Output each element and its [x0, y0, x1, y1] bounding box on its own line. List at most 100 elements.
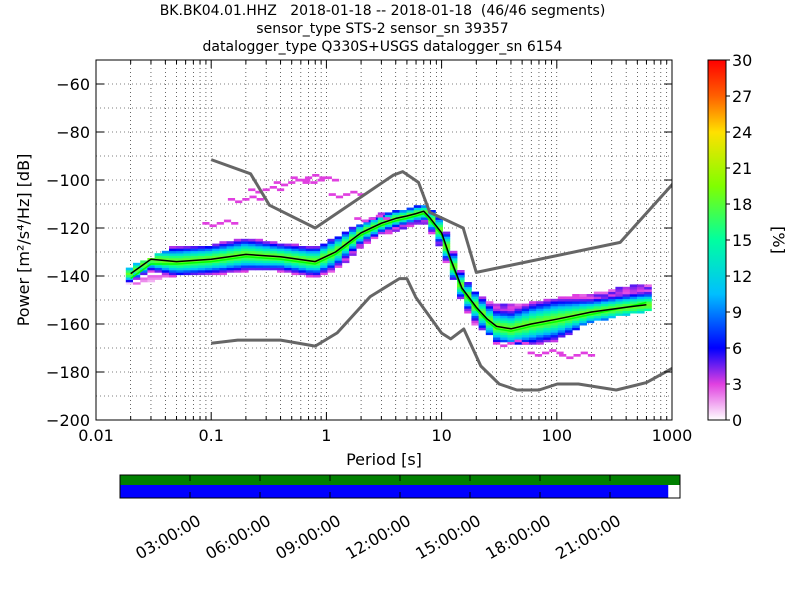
histogram-cell: [269, 253, 278, 256]
histogram-cell: [169, 274, 177, 278]
histogram-cell: [320, 262, 328, 266]
histogram-cell: [370, 234, 379, 237]
histogram-cell: [579, 296, 588, 300]
histogram-cell: [601, 291, 609, 295]
histogram-cell: [586, 294, 595, 297]
histogram-cell: [579, 322, 588, 326]
histogram-cell: [543, 318, 552, 321]
outlier-cell: [276, 188, 285, 192]
histogram-cell: [154, 253, 163, 256]
outlier-cell: [310, 181, 318, 184]
histogram-cell: [255, 255, 264, 259]
histogram-cell: [457, 294, 465, 297]
histogram-cell: [485, 318, 494, 321]
outlier-cell: [248, 188, 256, 192]
histogram-cell: [226, 246, 235, 249]
outlier-cell: [209, 224, 217, 228]
histogram-cell: [133, 262, 141, 266]
histogram-cell: [241, 238, 249, 242]
histogram-cell: [269, 265, 278, 268]
histogram-cell: [428, 229, 436, 232]
histogram-cell: [550, 332, 559, 336]
histogram-cell: [601, 294, 609, 297]
histogram-cell: [464, 298, 472, 302]
histogram-cell: [529, 315, 537, 319]
histogram-cell: [536, 310, 544, 314]
histogram-cell: [140, 279, 148, 283]
histogram-cell: [543, 310, 552, 314]
histogram-cell: [183, 258, 192, 261]
histogram-cell: [305, 267, 314, 271]
histogram-cell: [557, 322, 566, 326]
histogram-cell: [226, 262, 235, 266]
outlier-cell: [216, 222, 224, 225]
histogram-cell: [284, 253, 292, 256]
histogram-cell: [161, 272, 170, 276]
histogram-cell: [327, 238, 336, 242]
histogram-cell: [233, 255, 242, 259]
histogram-cell: [629, 308, 638, 312]
outlier-cell: [273, 181, 281, 184]
histogram-cell: [169, 250, 177, 254]
outlier-cell: [573, 354, 581, 357]
histogram-cell: [140, 260, 148, 264]
histogram-cell: [550, 308, 559, 312]
histogram-cell: [543, 339, 552, 343]
histogram-cell: [284, 258, 292, 261]
histogram-cell: [169, 258, 177, 261]
histogram-cell: [464, 301, 472, 304]
histogram-cell: [586, 298, 595, 302]
histogram-cell: [392, 229, 400, 232]
histogram-cell: [529, 327, 537, 331]
histogram-cell: [629, 298, 638, 302]
histogram-cell: [233, 262, 242, 266]
histogram-cell: [356, 226, 364, 230]
outlier-cell: [549, 349, 557, 352]
histogram-cell: [464, 308, 472, 312]
histogram-cell: [154, 265, 163, 268]
histogram-cell: [521, 322, 530, 326]
histogram-cell: [413, 222, 422, 225]
histogram-cell: [125, 272, 134, 276]
histogram-cell: [507, 313, 516, 316]
colorbar-tick-label: 0: [732, 411, 742, 430]
histogram-cell: [284, 248, 292, 252]
histogram-cell: [601, 313, 609, 316]
histogram-cell: [550, 337, 559, 340]
histogram-cell: [291, 262, 300, 266]
histogram-cell: [565, 301, 573, 304]
histogram-cell: [435, 219, 444, 223]
histogram-cell: [514, 313, 523, 316]
histogram-cell: [320, 253, 328, 256]
timeline-tick-label: 09:00:00: [272, 511, 344, 563]
histogram-cell: [291, 255, 300, 259]
histogram-cell: [349, 250, 357, 254]
histogram-cell: [212, 255, 220, 259]
histogram-cell: [298, 253, 307, 256]
histogram-cell: [543, 308, 552, 312]
histogram-cell: [269, 246, 278, 249]
histogram-cell: [493, 322, 501, 326]
histogram-cell: [262, 241, 271, 244]
histogram-cell: [190, 267, 199, 271]
histogram-cell: [298, 246, 307, 249]
histogram-cell: [550, 303, 559, 307]
histogram-cell: [219, 250, 228, 254]
histogram-cell: [435, 241, 444, 244]
histogram-cell: [442, 238, 451, 242]
histogram-cell: [334, 243, 343, 247]
histogram-cell: [521, 339, 530, 343]
histogram-cell: [543, 327, 552, 331]
histogram-cell: [449, 255, 458, 259]
histogram-cell: [147, 279, 156, 283]
histogram-cell: [507, 339, 516, 343]
histogram-cell: [435, 217, 444, 220]
histogram-cell: [629, 296, 638, 300]
histogram-cell: [327, 262, 336, 266]
histogram-cell: [601, 298, 609, 302]
histogram-cell: [565, 308, 573, 312]
histogram-cell: [219, 260, 228, 264]
histogram-cell: [147, 277, 156, 280]
histogram-cell: [478, 318, 487, 321]
histogram-cell: [536, 303, 544, 307]
